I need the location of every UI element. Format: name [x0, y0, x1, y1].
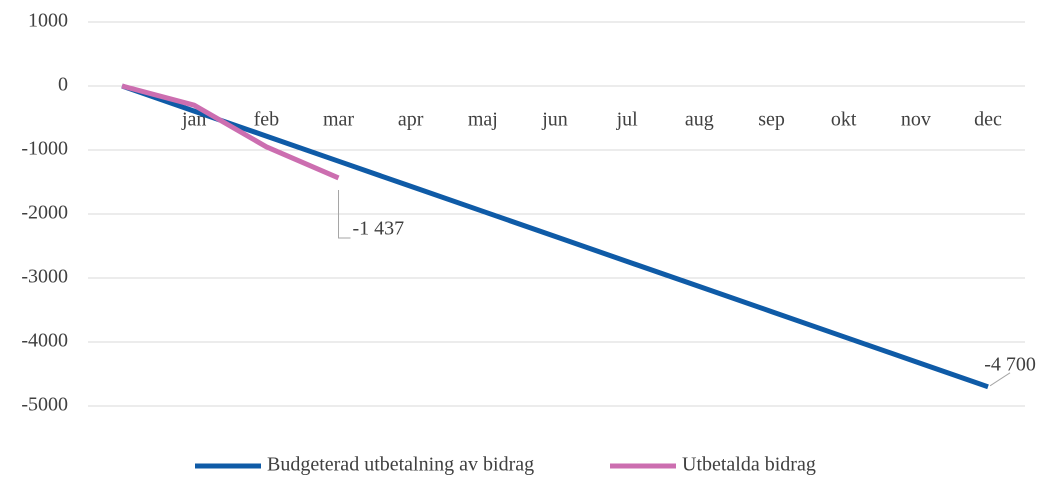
- y-tick-label: 0: [58, 74, 68, 96]
- x-tick-label: feb: [254, 109, 280, 131]
- series-line: [121, 83, 340, 181]
- x-tick-label: nov: [901, 109, 931, 131]
- x-tick-label: mar: [323, 109, 354, 131]
- leader-line: [989, 372, 1011, 387]
- legend-label: Utbetalda bidrag: [682, 454, 816, 476]
- x-tick-label: aug: [685, 109, 714, 131]
- y-tick-label: -5000: [21, 394, 68, 416]
- y-tick-label: -2000: [21, 202, 68, 224]
- x-tick-label: sep: [758, 109, 785, 131]
- y-tick-label: -1000: [21, 138, 68, 160]
- x-tick-label: jul: [616, 109, 639, 131]
- x-tick-label: maj: [468, 109, 498, 131]
- data-label: -1 437: [353, 218, 405, 240]
- series-line: [121, 83, 989, 390]
- x-tick-label: apr: [398, 109, 424, 131]
- leader-line: [338, 189, 351, 239]
- x-tick-label: jun: [541, 109, 568, 131]
- x-tick-label: okt: [831, 109, 857, 131]
- legend-label: Budgeterad utbetalning av bidrag: [267, 454, 534, 476]
- y-tick-label: -4000: [21, 330, 68, 352]
- y-tick-label: 1000: [28, 10, 68, 32]
- x-tick-label: dec: [974, 109, 1002, 131]
- data-label: -4 700: [984, 353, 1036, 375]
- y-tick-label: -3000: [21, 266, 68, 288]
